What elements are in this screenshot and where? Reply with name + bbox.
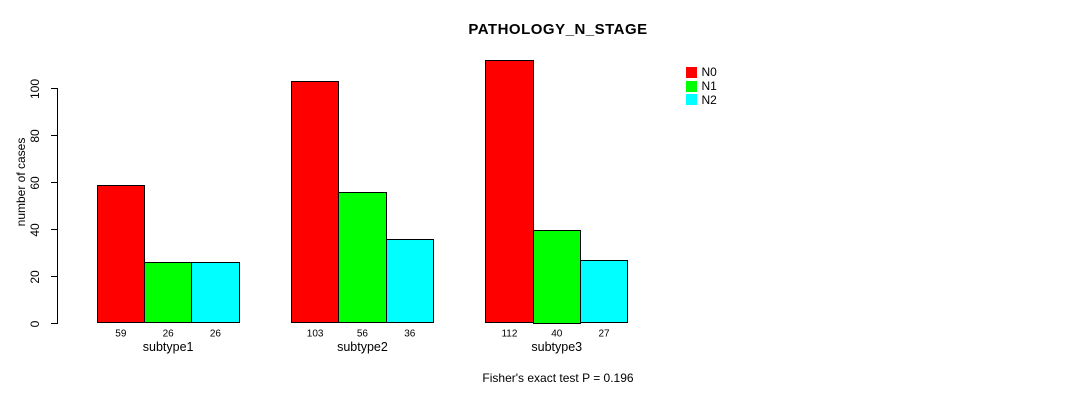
x-category-label-subtype1: subtype1 (142, 340, 194, 354)
y-axis-tick (50, 322, 57, 325)
y-axis-tick (50, 228, 57, 231)
y-axis-tick (50, 134, 57, 137)
legend-swatch-N2 (685, 94, 697, 106)
legend-label-N2: N2 (701, 92, 717, 107)
bar-subtype3-N2 (579, 260, 629, 324)
bar-subtype1-N1 (144, 262, 193, 324)
bar-value-label: 59 (115, 328, 127, 339)
legend-swatch-N1 (685, 80, 697, 92)
bar-subtype2-N1 (338, 191, 387, 324)
bar-value-label: 27 (598, 328, 610, 339)
y-axis-line (56, 87, 58, 325)
y-axis-tick (50, 181, 57, 184)
legend-swatch-N0 (685, 66, 697, 78)
bar-subtype1-N0 (96, 184, 145, 324)
bar-value-label: 36 (404, 328, 416, 339)
bar-value-label: 112 (501, 328, 518, 339)
bar-subtype3-N0 (485, 60, 534, 324)
statistical-test-note: Fisher's exact test P = 0.196 (482, 371, 634, 385)
bar-value-label: 40 (551, 328, 563, 339)
x-category-label-subtype3: subtype3 (531, 340, 583, 354)
bar-value-label: 26 (162, 328, 174, 339)
y-axis-tick (50, 275, 57, 278)
bar-value-label: 26 (209, 328, 221, 339)
bar-subtype2-N2 (385, 238, 434, 324)
x-category-label-subtype2: subtype2 (337, 340, 388, 354)
legend-label-N1: N1 (701, 79, 717, 93)
chart-title: PATHOLOGY_N_STAGE (468, 21, 648, 38)
y-axis-tick (50, 87, 57, 90)
bar-subtype1-N2 (191, 262, 240, 324)
legend-label-N0: N0 (701, 65, 717, 80)
bar-value-label: 103 (306, 328, 324, 339)
bar-value-label: 56 (356, 328, 368, 339)
